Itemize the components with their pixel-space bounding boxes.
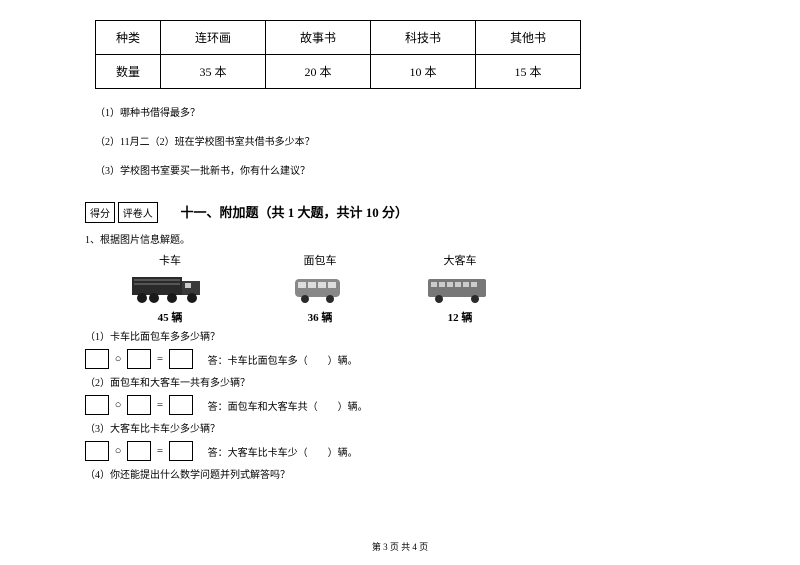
equation-1: ○ = 答：卡车比面包车多（ ）辆。 — [85, 349, 715, 369]
input-box[interactable] — [169, 349, 193, 369]
operator-circle: ○ — [115, 399, 122, 411]
vehicle-label: 大客车 — [400, 252, 520, 268]
equation-2: ○ = 答：面包车和大客车共（ ）辆。 — [85, 395, 715, 415]
input-box[interactable] — [127, 441, 151, 461]
section-title: 十一、附加题（共 1 大题，共计 10 分） — [181, 202, 409, 221]
vehicle-truck: 卡车 45 辆 — [110, 252, 230, 325]
van-icon — [290, 271, 350, 306]
question-2: （2）11月二（2）班在学校图书室共借书多少本？ — [95, 133, 715, 148]
input-box[interactable] — [169, 441, 193, 461]
table-row: 种类 连环画 故事书 科技书 其他书 — [96, 21, 581, 55]
table-row: 数量 35 本 20 本 10 本 15 本 — [96, 55, 581, 89]
question-1: （1）哪种书借得最多？ — [95, 104, 715, 119]
problem-intro: 1、根据图片信息解题。 — [85, 231, 715, 246]
book-table: 种类 连环画 故事书 科技书 其他书 数量 35 本 20 本 10 本 15 … — [95, 20, 581, 89]
table-cell: 连环画 — [161, 21, 266, 55]
grader-box: 评卷人 — [118, 202, 158, 223]
sub-q3: （3）大客车比卡车少多少辆？ — [85, 420, 715, 435]
vehicle-count: 45 辆 — [110, 309, 230, 325]
vehicles-row: 卡车 45 辆 面包车 36 辆 大客车 — [85, 252, 715, 325]
vehicle-count: 36 辆 — [260, 309, 380, 325]
equals-sign: = — [157, 445, 163, 457]
equals-sign: = — [157, 399, 163, 411]
table-cell: 故事书 — [266, 21, 371, 55]
table-cell: 科技书 — [371, 21, 476, 55]
input-box[interactable] — [85, 349, 109, 369]
input-box[interactable] — [127, 349, 151, 369]
operator-circle: ○ — [115, 445, 122, 457]
answer-text: 答：卡车比面包车多（ ）辆。 — [208, 352, 358, 367]
input-box[interactable] — [85, 395, 109, 415]
table-cell: 20 本 — [266, 55, 371, 89]
bus-icon — [425, 271, 495, 306]
input-box[interactable] — [169, 395, 193, 415]
equation-3: ○ = 答：大客车比卡车少（ ）辆。 — [85, 441, 715, 461]
vehicle-van: 面包车 36 辆 — [260, 252, 380, 325]
vehicle-label: 面包车 — [260, 252, 380, 268]
vehicle-bus: 大客车 12 辆 — [400, 252, 520, 325]
truck-icon — [130, 271, 210, 306]
row-header: 数量 — [96, 55, 161, 89]
operator-circle: ○ — [115, 353, 122, 365]
sub-q4: （4）你还能提出什么数学问题并列式解答吗？ — [85, 466, 715, 481]
sub-q1: （1）卡车比面包车多多少辆？ — [85, 328, 715, 343]
answer-text: 答：面包车和大客车共（ ）辆。 — [208, 398, 368, 413]
table-cell: 其他书 — [476, 21, 581, 55]
vehicle-label: 卡车 — [110, 252, 230, 268]
table-cell: 15 本 — [476, 55, 581, 89]
table-cell: 35 本 — [161, 55, 266, 89]
input-box[interactable] — [85, 441, 109, 461]
score-box: 得分 — [85, 202, 115, 223]
vehicle-count: 12 辆 — [400, 309, 520, 325]
section-header: 得分 评卷人 十一、附加题（共 1 大题，共计 10 分） — [85, 202, 715, 223]
table-cell: 10 本 — [371, 55, 476, 89]
answer-text: 答：大客车比卡车少（ ）辆。 — [208, 444, 358, 459]
page-footer: 第 3 页 共 4 页 — [0, 540, 800, 553]
input-box[interactable] — [127, 395, 151, 415]
question-3: （3）学校图书室要买一批新书，你有什么建议？ — [95, 162, 715, 177]
sub-q2: （2）面包车和大客车一共有多少辆？ — [85, 374, 715, 389]
row-header: 种类 — [96, 21, 161, 55]
equals-sign: = — [157, 353, 163, 365]
